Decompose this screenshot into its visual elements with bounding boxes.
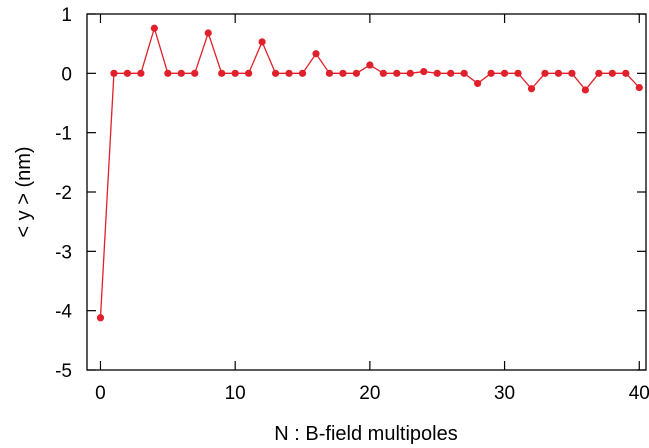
data-point-2 <box>123 69 132 77</box>
data-point-5 <box>164 69 172 77</box>
data-point-8 <box>204 29 212 37</box>
axis-ticks <box>87 13 646 371</box>
data-point-32 <box>527 85 536 93</box>
data-point-27 <box>460 69 468 77</box>
y-tick-label--2: -2 <box>55 183 72 204</box>
data-point-17 <box>325 69 334 77</box>
data-point-40 <box>635 83 643 92</box>
data-point-7 <box>191 69 199 77</box>
data-point-12 <box>258 38 266 46</box>
y-tick-label-1: 1 <box>61 5 72 26</box>
data-point-37 <box>595 69 603 77</box>
data-point-28 <box>474 79 482 88</box>
data-point-9 <box>218 69 226 77</box>
data-point-10 <box>231 69 239 77</box>
data-point-33 <box>541 69 549 77</box>
series <box>96 24 643 322</box>
x-tick-label-30: 30 <box>494 383 515 404</box>
data-point-36 <box>581 86 589 94</box>
data-point-16 <box>312 50 320 58</box>
data-point-20 <box>366 61 374 69</box>
x-tick-label-0: 0 <box>95 383 106 404</box>
data-point-24 <box>420 67 428 76</box>
data-point-35 <box>568 69 576 77</box>
y-tick-label--1: -1 <box>55 124 72 145</box>
data-point-26 <box>447 69 455 77</box>
x-axis-label: N : B-field multipoles <box>274 423 457 445</box>
data-point-31 <box>514 69 522 77</box>
data-point-19 <box>352 69 360 77</box>
data-point-22 <box>393 69 401 77</box>
data-point-25 <box>433 69 441 77</box>
y-tick-label--5: -5 <box>55 361 72 382</box>
data-point-34 <box>554 69 563 77</box>
data-point-11 <box>245 69 253 77</box>
data-point-30 <box>500 69 509 77</box>
data-point-13 <box>271 69 280 77</box>
data-point-3 <box>137 69 145 77</box>
data-point-39 <box>622 69 630 77</box>
data-point-1 <box>110 69 118 77</box>
data-point-21 <box>379 69 387 77</box>
x-tick-label-40: 40 <box>629 383 649 404</box>
y-tick-label--4: -4 <box>55 302 72 323</box>
data-point-29 <box>487 69 495 77</box>
data-point-4 <box>150 24 158 32</box>
data-point-15 <box>298 69 307 77</box>
y-axis-label: < y > (nm) <box>13 146 35 237</box>
x-tick-label-10: 10 <box>225 383 246 404</box>
data-point-38 <box>608 69 616 77</box>
data-point-6 <box>177 69 185 77</box>
y-tick-label--3: -3 <box>55 242 72 263</box>
data-point-0 <box>96 314 105 322</box>
y-tick-label-0: 0 <box>61 64 72 85</box>
data-point-14 <box>285 69 293 77</box>
data-point-18 <box>339 69 347 77</box>
x-tick-label-20: 20 <box>359 383 380 404</box>
data-point-23 <box>406 69 414 77</box>
